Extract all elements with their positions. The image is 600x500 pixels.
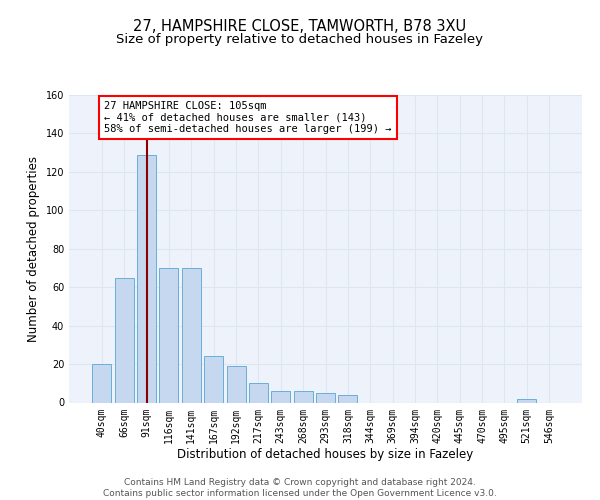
Bar bbox=[115, 278, 134, 402]
Bar bbox=[338, 395, 358, 402]
Text: 27 HAMPSHIRE CLOSE: 105sqm
← 41% of detached houses are smaller (143)
58% of sem: 27 HAMPSHIRE CLOSE: 105sqm ← 41% of deta… bbox=[104, 101, 392, 134]
Bar bbox=[160, 268, 178, 402]
Bar bbox=[271, 391, 290, 402]
X-axis label: Distribution of detached houses by size in Fazeley: Distribution of detached houses by size … bbox=[178, 448, 473, 461]
Bar bbox=[517, 398, 536, 402]
Bar bbox=[293, 391, 313, 402]
Text: Contains HM Land Registry data © Crown copyright and database right 2024.
Contai: Contains HM Land Registry data © Crown c… bbox=[103, 478, 497, 498]
Y-axis label: Number of detached properties: Number of detached properties bbox=[27, 156, 40, 342]
Bar bbox=[137, 154, 156, 402]
Bar bbox=[227, 366, 245, 403]
Bar bbox=[204, 356, 223, 403]
Text: 27, HAMPSHIRE CLOSE, TAMWORTH, B78 3XU: 27, HAMPSHIRE CLOSE, TAMWORTH, B78 3XU bbox=[133, 19, 467, 34]
Text: Size of property relative to detached houses in Fazeley: Size of property relative to detached ho… bbox=[116, 33, 484, 46]
Bar bbox=[249, 384, 268, 402]
Bar bbox=[316, 393, 335, 402]
Bar bbox=[92, 364, 112, 403]
Bar bbox=[182, 268, 201, 402]
